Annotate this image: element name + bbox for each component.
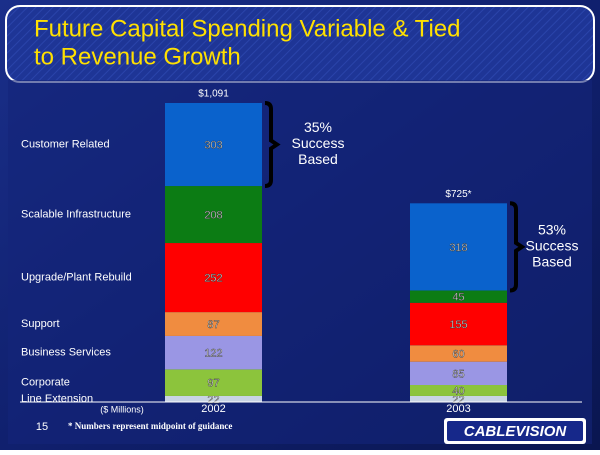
- value-label: 60: [452, 348, 464, 360]
- plot: 22 Line Extension 97 Corporate 122 Business S…: [21, 89, 578, 415]
- annotation: Success: [526, 238, 579, 254]
- series-label: Business Services: [21, 347, 111, 359]
- title: to Revenue Growth: [34, 43, 241, 70]
- bar-segment: [165, 369, 262, 396]
- series-label: Upgrade/Plant Rebuild: [21, 271, 132, 283]
- series-label: Corporate: [21, 377, 70, 389]
- annotation: 53%: [538, 222, 566, 238]
- value-label: 22: [452, 394, 464, 406]
- bracket: [509, 201, 526, 293]
- value-label: 40: [452, 385, 464, 397]
- total-label: $725*: [445, 189, 471, 200]
- bar-segment: [410, 203, 507, 291]
- bar-segment: [410, 302, 507, 346]
- bar-segment: [410, 385, 507, 396]
- annotation: 35%: [304, 119, 332, 135]
- value-label: 85: [452, 368, 464, 380]
- page-number: 15: [36, 421, 48, 433]
- bar-segment: [410, 361, 507, 386]
- bar-segment: [165, 395, 262, 402]
- x-tick-label: 2003: [446, 403, 470, 415]
- bar-segment: [165, 103, 262, 187]
- value-label: 208: [204, 209, 222, 221]
- bracket: [264, 101, 281, 189]
- value-label: 122: [204, 348, 222, 360]
- bar-segment: [165, 335, 262, 370]
- annotation: Based: [298, 151, 338, 167]
- value-label: 45: [452, 292, 464, 304]
- value-label: 22: [207, 394, 219, 406]
- title: Future Capital Spending Variable & Tied: [34, 15, 460, 42]
- value-label: 252: [204, 272, 222, 284]
- logo: CABLEVISION: [464, 423, 568, 440]
- bar-segment: [165, 312, 262, 336]
- x-tick-label: 2002: [201, 403, 225, 415]
- x-axis-label: ($ Millions): [100, 404, 144, 414]
- annotation: Based: [532, 254, 572, 270]
- annotation: Success: [292, 135, 345, 151]
- bar-segment: [165, 243, 262, 313]
- total-label: $1,091: [198, 89, 229, 100]
- value-label: 318: [449, 242, 467, 254]
- series-label: Support: [21, 318, 60, 330]
- footnote: * Numbers represent midpoint of guidance: [68, 421, 232, 431]
- value-label: 303: [204, 139, 222, 151]
- value-label: 87: [207, 319, 219, 331]
- value-label: 97: [207, 378, 219, 390]
- series-label: Line Extension: [21, 393, 93, 405]
- value-label: 155: [449, 319, 467, 331]
- series-label: Customer Related: [21, 138, 110, 150]
- bar-segment: [410, 290, 507, 303]
- bar-segment: [165, 186, 262, 244]
- logo-inner: [447, 421, 583, 441]
- bar-segment: [410, 395, 507, 402]
- series-label: Scalable Infrastructure: [21, 208, 131, 220]
- bar-segment: [410, 345, 507, 362]
